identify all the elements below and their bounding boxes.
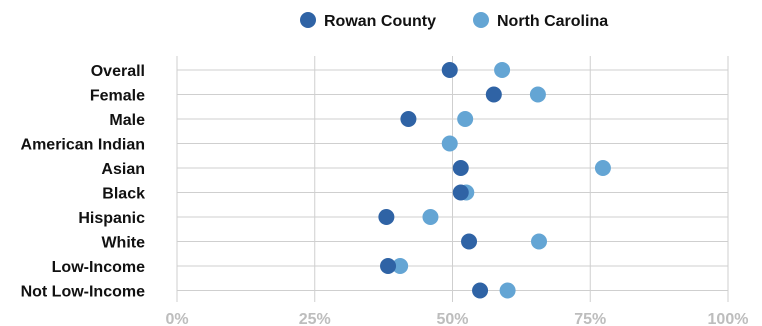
data-point xyxy=(531,233,548,250)
category-label: White xyxy=(101,235,145,252)
data-points xyxy=(378,62,611,299)
category-label: Male xyxy=(109,112,145,129)
legend: Rowan County North Carolina xyxy=(300,12,608,30)
data-point xyxy=(457,111,474,127)
x-tick-label: 0% xyxy=(165,311,188,326)
category-label: Black xyxy=(102,186,145,203)
data-point xyxy=(461,233,478,250)
data-point xyxy=(529,86,546,103)
data-point xyxy=(594,160,611,176)
data-point xyxy=(485,86,502,103)
x-tick-label: 50% xyxy=(436,311,468,326)
data-point xyxy=(494,62,511,78)
category-label: Asian xyxy=(101,161,145,178)
x-tick-label: 75% xyxy=(574,311,606,326)
category-label: Hispanic xyxy=(78,210,145,227)
gridlines xyxy=(176,56,729,302)
category-label: American Indian xyxy=(21,137,145,154)
data-point xyxy=(400,111,417,127)
legend-marker xyxy=(473,12,489,28)
x-tick-label: 25% xyxy=(299,311,331,326)
data-point xyxy=(392,258,409,274)
x-tick-labels: 0% 25% 50% 75% 100% xyxy=(165,311,748,326)
data-point xyxy=(441,62,458,78)
legend-label: North Carolina xyxy=(497,13,608,30)
data-point xyxy=(378,209,395,225)
data-point xyxy=(452,160,469,176)
data-point xyxy=(441,135,458,152)
data-point xyxy=(472,282,489,299)
legend-label: Rowan County xyxy=(324,13,436,30)
x-tick-label: 100% xyxy=(708,311,749,326)
legend-marker xyxy=(300,12,316,28)
category-label: Overall xyxy=(91,63,145,80)
data-point xyxy=(422,209,439,225)
category-label: Not Low-Income xyxy=(21,284,146,301)
category-label: Female xyxy=(90,88,145,105)
category-label: Low-Income xyxy=(52,259,145,276)
data-point xyxy=(380,258,397,274)
data-point xyxy=(452,184,469,201)
data-point xyxy=(499,282,516,299)
category-labels: Overall Female Male American Indian Asian Bla… xyxy=(21,63,146,301)
